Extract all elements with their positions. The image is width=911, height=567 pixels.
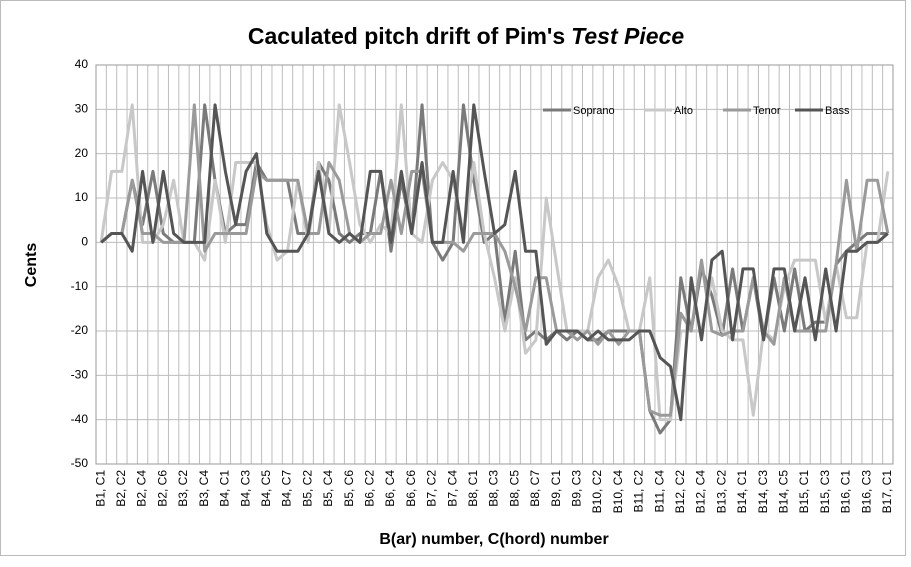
x-tick-label: B5, C2 (300, 470, 314, 507)
y-axis-label: Cents (23, 243, 40, 288)
x-tick-label: B16, C3 (859, 470, 873, 514)
x-tick-label: B14, C5 (776, 470, 790, 514)
x-tick-label: B15, C3 (818, 470, 832, 514)
x-tick-label: B1, C1 (93, 470, 107, 507)
x-tick-label: B3, C4 (197, 470, 211, 507)
x-tick-label: B2, C6 (155, 470, 169, 507)
series-line (100, 103, 889, 422)
x-tick-label: B8, C5 (507, 470, 521, 507)
x-tick-label: B3, C2 (176, 470, 190, 507)
x-tick-label: B12, C4 (694, 470, 708, 514)
x-axis-label: B(ar) number, C(hord) number (379, 531, 608, 548)
x-tick-label: B12, C2 (673, 470, 687, 514)
x-tick-label: B11, C2 (632, 470, 646, 513)
y-tick-label: 0 (81, 235, 88, 249)
x-tick-label: B8, C1 (466, 470, 480, 507)
legend-label: Soprano (573, 105, 615, 117)
x-tick-label: B5, C6 (342, 470, 356, 507)
legend-label: Tenor (753, 105, 781, 117)
y-tick-label: 40 (75, 57, 89, 71)
chart-title: Caculated pitch drift of Pim's Test Piece (248, 23, 684, 49)
x-tick-label: B4, C5 (259, 470, 273, 507)
legend-label: Alto (674, 105, 693, 117)
x-tick-label: B16, C1 (839, 470, 853, 514)
x-tick-label: B10, C2 (590, 470, 604, 514)
y-tick-label: -50 (71, 456, 89, 470)
y-tick-label: 30 (75, 102, 89, 116)
y-tick-label: -30 (71, 368, 89, 382)
x-tick-label: B8, C3 (487, 470, 501, 507)
x-tick-label: B5, C4 (321, 470, 335, 507)
x-tick-label: B4, C7 (280, 470, 294, 507)
x-tick-label: B2, C2 (114, 470, 128, 507)
y-tick-label: -10 (71, 279, 89, 293)
x-tick-label: B4, C3 (238, 470, 252, 507)
y-tick-label: -40 (71, 412, 89, 426)
plot-border (95, 64, 894, 465)
x-tick-label: B6, C2 (362, 470, 376, 507)
x-tick-label: B7, C2 (425, 470, 439, 507)
series-line (99, 103, 890, 422)
x-tick-label: B14, C3 (756, 470, 770, 514)
x-tick-label: B4, C1 (218, 470, 232, 507)
title-text: Caculated pitch drift of Pim's (248, 23, 565, 49)
x-tick-label: B6, C4 (383, 470, 397, 507)
title-italic: Test Piece (571, 23, 684, 49)
x-tick-label: B15, C1 (797, 470, 811, 514)
x-tick-label: B7, C4 (445, 470, 459, 507)
x-tick-label: B9, C3 (569, 470, 583, 507)
x-tick-label: B13, C2 (714, 470, 728, 514)
x-tick-label: B10, C4 (611, 470, 625, 514)
x-tick-label: B11, C4 (652, 470, 666, 513)
x-tick-label: B14, C1 (735, 470, 749, 514)
x-tick-label: B8, C7 (528, 470, 542, 507)
y-tick-label: 20 (75, 146, 89, 160)
x-tick-label: B9, C1 (549, 470, 563, 507)
x-tick-label: B6, C6 (404, 470, 418, 507)
y-tick-label: 10 (75, 190, 89, 204)
x-tick-label: B17, C1 (880, 470, 894, 514)
x-tick-label: B2, C4 (135, 470, 149, 507)
y-tick-label: -20 (71, 323, 89, 337)
legend-label: Bass (825, 105, 850, 117)
